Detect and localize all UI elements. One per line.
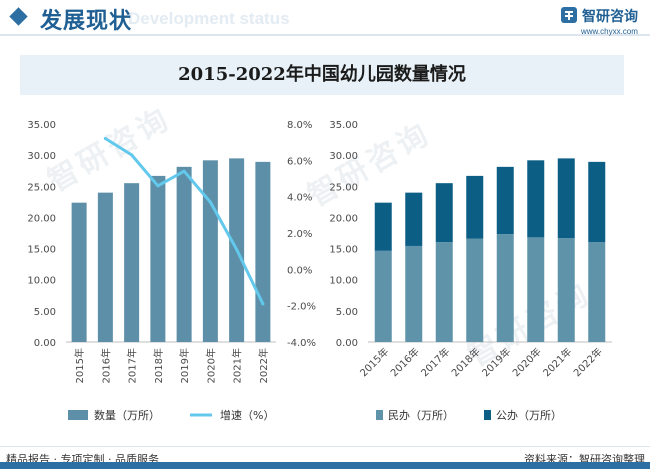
x-axis-tick-label: 2022年 — [257, 348, 270, 383]
growth-point — [208, 200, 212, 204]
bar-private — [374, 250, 392, 342]
y-axis-tick-label: 5.00 — [336, 307, 358, 318]
x-axis-tick-label: 2016年 — [99, 348, 112, 383]
legend-swatch-private — [376, 410, 383, 420]
bar-private — [588, 242, 606, 342]
x-axis-tick-label: 2015年 — [73, 348, 86, 383]
x-axis-tick-label: 2020年 — [204, 348, 217, 383]
y2-axis-tick-label: -4.0% — [287, 338, 316, 349]
legend-label-private: 民办（万所） — [388, 409, 454, 422]
x-axis-tick-label: 2021年 — [540, 345, 574, 379]
bar-private — [466, 238, 484, 342]
y2-axis-tick-label: 2.0% — [287, 229, 312, 240]
bar-private — [557, 238, 575, 342]
y-axis-tick-label: 20.00 — [329, 213, 358, 224]
brand-logo: 智研咨询 www.chyxx.com — [560, 6, 650, 36]
bar-public — [405, 192, 423, 246]
bar-public — [557, 158, 575, 239]
y2-axis-tick-label: -2.0% — [287, 302, 316, 313]
growth-point — [261, 302, 265, 306]
page-header: Development status 发展现状 智研咨询 www.chyxx.c… — [0, 0, 650, 38]
y-axis-tick-label: 30.00 — [27, 151, 56, 162]
legend-swatch-public — [484, 410, 491, 420]
growth-point — [235, 247, 239, 251]
y-axis-tick-label: 15.00 — [27, 245, 56, 256]
bar-count — [71, 202, 87, 342]
y-axis-tick-label: 0.00 — [336, 338, 358, 349]
bar-public — [435, 183, 453, 243]
logo-url: www.chyxx.com — [581, 27, 638, 36]
header-ghost-text: Development status — [128, 9, 290, 28]
legend-label-count: 数量（万所） — [94, 409, 160, 422]
bar-count — [150, 175, 166, 342]
bar-count — [176, 166, 192, 342]
bar-private — [405, 245, 423, 342]
logo-mark-icon — [561, 7, 577, 23]
x-axis-tick-label: 2021年 — [231, 348, 244, 383]
x-axis-tick-label: 2018年 — [449, 345, 483, 379]
x-axis-tick-label: 2017年 — [418, 345, 452, 379]
page-title: 发展现状 — [40, 9, 133, 34]
bar-count — [255, 161, 271, 342]
bar-public — [374, 202, 392, 251]
chart-title: 2015-2022年中国幼儿园数量情况 — [178, 64, 466, 85]
growth-point — [130, 153, 134, 157]
y-axis-tick-label: 30.00 — [329, 151, 358, 162]
bar-public — [466, 175, 484, 239]
x-axis-tick-label: 2018年 — [152, 348, 165, 383]
y-axis-tick-label: 0.00 — [34, 338, 56, 349]
bar-count — [124, 183, 140, 342]
x-axis-tick-label: 2019年 — [178, 348, 191, 383]
legend-swatch-count — [68, 410, 88, 420]
bar-public — [588, 161, 606, 243]
legend-label-growth: 增速（%） — [220, 408, 274, 422]
y-axis-tick-label: 20.00 — [27, 213, 56, 224]
x-axis-tick-label: 2020年 — [510, 345, 544, 379]
bar-private — [496, 234, 514, 342]
x-axis-tick-label: 2022年 — [571, 345, 605, 379]
y2-axis-tick-label: 4.0% — [287, 193, 312, 204]
bar-public — [527, 160, 545, 238]
bar-public — [496, 166, 514, 235]
x-axis-tick-label: 2017年 — [126, 348, 139, 383]
legend-label-public: 公办（万所） — [496, 409, 562, 422]
y-axis-tick-label: 25.00 — [27, 182, 56, 193]
bar-private — [527, 237, 545, 342]
x-axis-tick-label: 2019年 — [479, 345, 513, 379]
y-axis-tick-label: 15.00 — [329, 245, 358, 256]
logo-name: 智研咨询 — [582, 9, 638, 25]
bar-private — [435, 242, 453, 342]
growth-point — [182, 169, 186, 173]
x-axis-tick-label: 2015年 — [357, 345, 391, 379]
y2-axis-tick-label: 6.0% — [287, 156, 312, 167]
y-axis-tick-label: 5.00 — [34, 307, 56, 318]
y-axis-tick-label: 10.00 — [329, 276, 358, 287]
chart-title-bar: 2015-2022年中国幼儿园数量情况 — [20, 55, 624, 95]
y2-axis-tick-label: 8.0% — [287, 120, 312, 131]
y-axis-tick-label: 35.00 — [27, 120, 56, 131]
bar-count — [97, 192, 113, 342]
growth-point — [103, 137, 107, 141]
footer-accent-bar — [0, 462, 650, 469]
bar-count — [202, 160, 218, 342]
growth-point — [156, 184, 160, 188]
y2-axis-tick-label: 0.0% — [287, 265, 312, 276]
y-axis-tick-label: 35.00 — [329, 120, 358, 131]
header-divider — [0, 34, 650, 36]
y-axis-tick-label: 10.00 — [27, 276, 56, 287]
x-axis-tick-label: 2016年 — [388, 345, 422, 379]
y-axis-tick-label: 25.00 — [329, 182, 358, 193]
